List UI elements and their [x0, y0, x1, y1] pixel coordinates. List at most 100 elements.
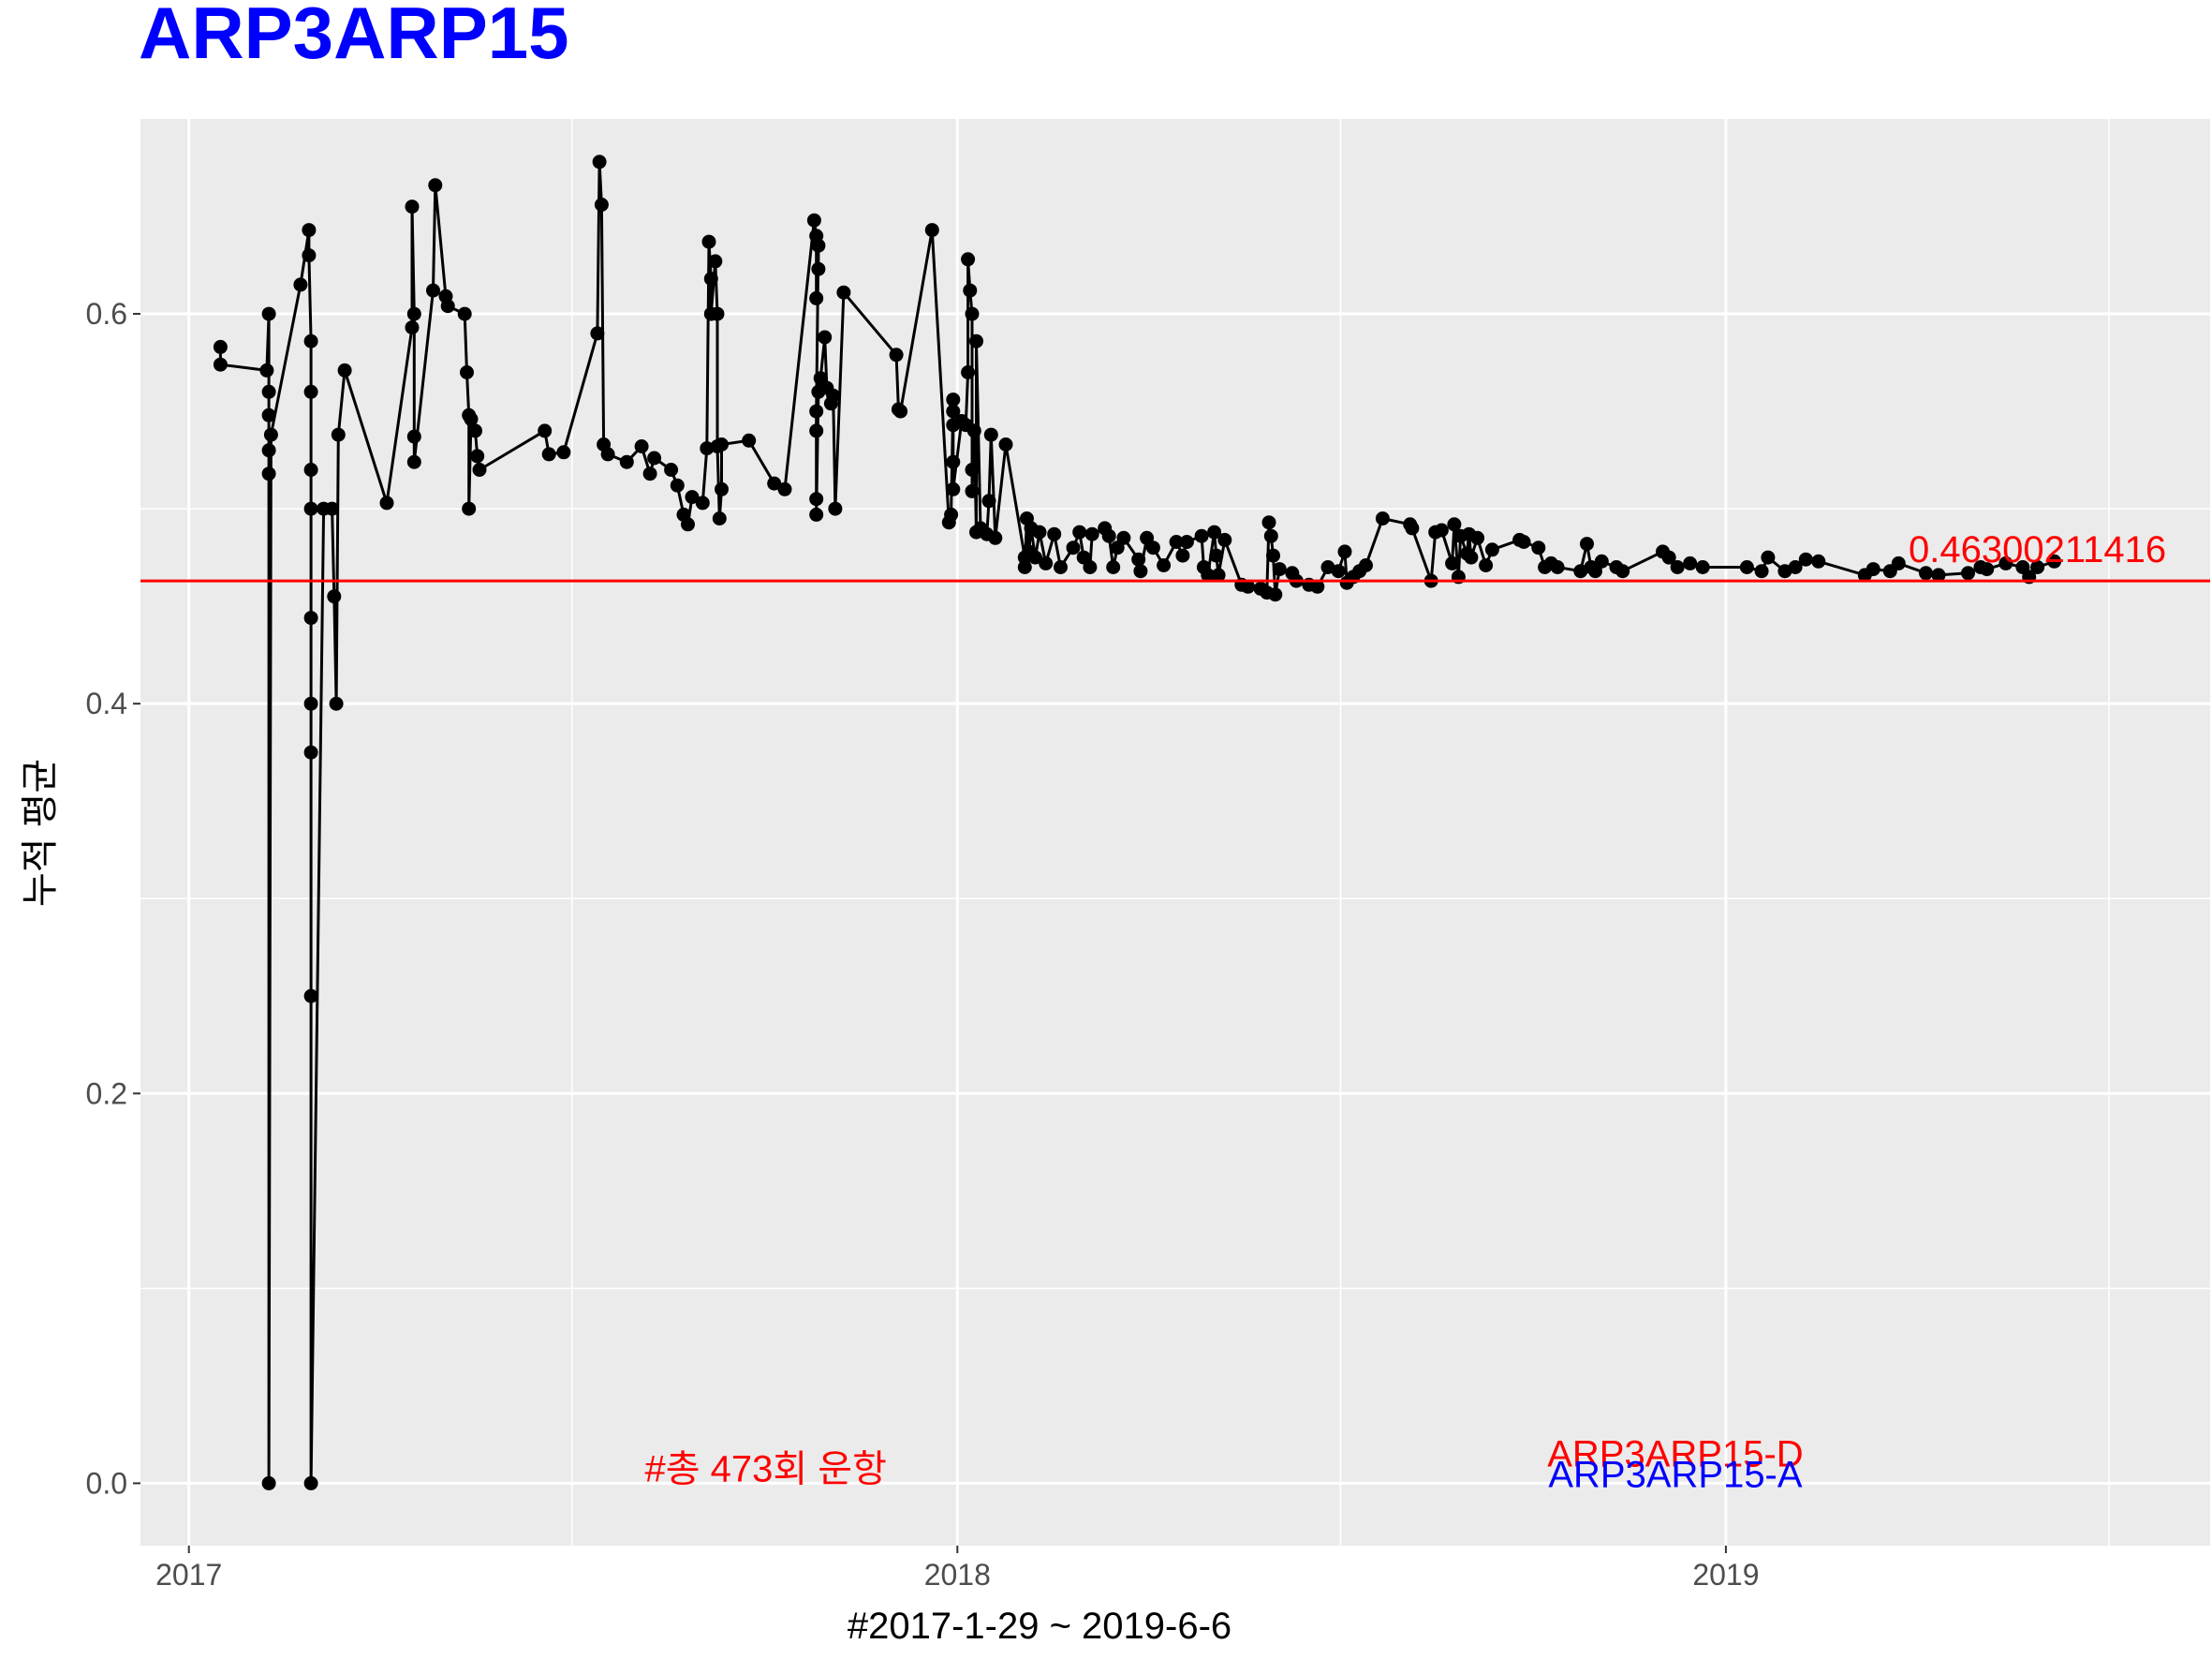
data-point [302, 223, 317, 238]
data-point [302, 248, 317, 263]
data-point [811, 261, 826, 276]
data-point [969, 333, 983, 348]
data-point [261, 384, 276, 399]
data-point [1580, 537, 1594, 552]
data-point [1788, 560, 1803, 574]
data-point [924, 223, 939, 238]
data-point [708, 254, 723, 269]
data-point [263, 427, 278, 442]
data-point [642, 467, 657, 481]
data-point [1083, 560, 1098, 574]
data-point [303, 745, 318, 760]
y-tick-label: 0.4 [86, 687, 127, 720]
data-point [828, 501, 843, 516]
data-point [944, 507, 959, 522]
data-point [1039, 555, 1054, 570]
data-point [946, 393, 961, 407]
data-point [379, 496, 394, 511]
data-point [1047, 526, 1062, 541]
data-point [261, 1475, 276, 1490]
data-point [1670, 560, 1685, 574]
data-point [464, 411, 479, 426]
departure-label: ARP3ARP15-D [1547, 1433, 1803, 1474]
data-point [965, 483, 980, 498]
data-point [809, 423, 824, 438]
data-point [1268, 587, 1283, 602]
data-point [1266, 548, 1280, 563]
data-point [742, 433, 757, 448]
data-point [460, 365, 474, 379]
data-point [1157, 558, 1172, 572]
data-point [1217, 532, 1232, 547]
data-point [556, 445, 571, 460]
data-point [1131, 552, 1146, 567]
data-point [767, 476, 782, 491]
data-point [1054, 560, 1068, 574]
x-tick-label: 2017 [155, 1558, 222, 1592]
plot-panel [140, 119, 2210, 1546]
data-point [634, 439, 649, 453]
x-tick-label: 2019 [1692, 1558, 1759, 1592]
data-point [1263, 528, 1278, 543]
data-point [594, 198, 609, 212]
data-point [685, 490, 700, 505]
data-point [1272, 562, 1287, 577]
data-point [715, 437, 729, 452]
data-point [998, 437, 1013, 452]
data-point [1106, 560, 1121, 574]
data-point [538, 423, 553, 438]
data-point [1798, 552, 1813, 567]
data-point [1980, 562, 1995, 577]
data-point [303, 1475, 318, 1490]
data-point [1434, 523, 1449, 538]
arrival-label: ARP3ARP15-A [1548, 1454, 1803, 1495]
data-point [1241, 579, 1256, 594]
data-point [836, 285, 851, 300]
data-point [406, 454, 421, 469]
data-point [1615, 564, 1630, 579]
data-point [303, 696, 318, 711]
data-point [1683, 555, 1698, 570]
data-point [303, 463, 318, 477]
data-point [806, 213, 821, 228]
data-point [440, 299, 455, 314]
data-point [1169, 535, 1184, 549]
data-point [715, 481, 729, 496]
data-point [1179, 535, 1194, 549]
data-point [712, 511, 727, 526]
data-point [946, 404, 961, 419]
data-point [325, 501, 340, 516]
data-point [826, 388, 841, 403]
data-point [213, 339, 228, 354]
data-point [1145, 541, 1160, 555]
data-point [1101, 528, 1116, 543]
data-point [1072, 525, 1087, 540]
data-point [2047, 554, 2062, 569]
data-point [590, 326, 605, 341]
data-point [303, 384, 318, 399]
data-point [1405, 521, 1420, 536]
data-point [1359, 558, 1373, 572]
data-point [1211, 568, 1226, 583]
data-point [303, 333, 318, 348]
data-point [700, 441, 715, 456]
data-point [1331, 564, 1346, 579]
data-point [946, 454, 961, 469]
data-point [472, 463, 487, 477]
data-point [701, 234, 716, 249]
data-point [213, 357, 228, 372]
data-point [1761, 550, 1776, 565]
data-point [1531, 541, 1546, 555]
data-point [946, 481, 961, 496]
data-point [1754, 564, 1769, 579]
data-point [1209, 548, 1224, 563]
data-point [1931, 568, 1946, 583]
data-point [331, 427, 346, 442]
data-point [1865, 562, 1880, 577]
data-point [1261, 515, 1276, 530]
data-point [261, 407, 276, 422]
data-point [1445, 555, 1460, 570]
data-point [1194, 528, 1209, 543]
data-point [966, 423, 981, 438]
data-point [406, 306, 421, 321]
